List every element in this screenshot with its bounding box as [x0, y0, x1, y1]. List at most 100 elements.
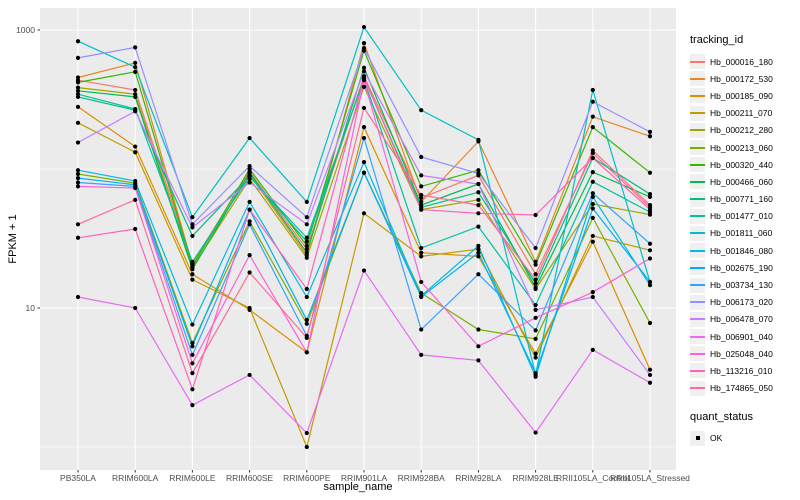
x-tick-label: RRII105LA_Control [556, 473, 630, 483]
data-point [361, 268, 367, 273]
data-point [476, 358, 481, 363]
series-color-line [690, 266, 705, 269]
data-point [133, 94, 138, 100]
data-point [647, 279, 653, 285]
data-point [190, 277, 195, 282]
data-point [419, 290, 424, 296]
data-point [190, 259, 195, 264]
data-point [190, 215, 195, 220]
data-point [476, 211, 481, 216]
y-tick-label: 1000 [16, 25, 35, 35]
legend-item-ok: OK [690, 430, 798, 447]
data-point [476, 197, 481, 202]
legend-item-Hb_174865_050: Hb_174865_050 [690, 380, 798, 397]
data-point [361, 65, 367, 70]
data-point [247, 180, 252, 185]
legend-item-Hb_000172_530: Hb_000172_530 [690, 70, 798, 87]
data-point [361, 125, 367, 130]
x-tick-label: RRIM600LE [169, 473, 216, 483]
data-point [190, 222, 195, 227]
legend-item-Hb_113216_010: Hb_113216_010 [690, 362, 798, 379]
data-point [419, 173, 424, 178]
data-point [419, 327, 424, 332]
data-point [533, 262, 538, 267]
data-point [647, 283, 653, 288]
legend-item-Hb_025048_040: Hb_025048_040 [690, 345, 798, 362]
x-tick-label: RRIM901LA [341, 473, 388, 483]
data-point [533, 351, 538, 356]
data-point [304, 335, 309, 340]
x-axis-title: sample_name [323, 481, 393, 493]
data-point [647, 372, 653, 378]
x-tick-label: RRIM928LE [512, 473, 559, 483]
data-point [533, 430, 538, 435]
data-point [304, 250, 309, 255]
data-point [647, 248, 653, 253]
color-swatch [690, 88, 705, 104]
data-point [476, 272, 481, 277]
data-point [590, 191, 595, 196]
data-point [533, 272, 538, 277]
data-point [590, 201, 595, 207]
data-point [361, 46, 367, 51]
series-color-line [690, 249, 705, 252]
legend-title-tracking-id: tracking_id [690, 34, 744, 46]
data-point [419, 108, 424, 113]
data-point [75, 140, 81, 145]
data-point [647, 241, 653, 246]
data-point [133, 305, 138, 311]
data-point [247, 270, 252, 275]
legend-item-Hb_000466_060: Hb_000466_060 [690, 173, 798, 190]
data-point [75, 222, 81, 227]
data-point [304, 430, 309, 436]
legend-item-Hb_000211_070: Hb_000211_070 [690, 105, 798, 122]
data-point [476, 243, 481, 248]
legend-item-Hb_002675_190: Hb_002675_190 [690, 259, 798, 276]
legend-item-Hb_000016_180: Hb_000016_180 [690, 53, 798, 70]
data-point [304, 294, 309, 300]
data-point [419, 245, 424, 251]
y-tick-label: 10 [26, 303, 36, 313]
x-tick-label: RRII105LA_Stressed [610, 473, 690, 483]
series-color-line [690, 77, 705, 80]
data-point [190, 371, 195, 376]
data-point [247, 305, 252, 311]
point-swatch [690, 430, 705, 446]
data-point [304, 215, 309, 220]
data-point [533, 302, 538, 308]
data-point [419, 279, 424, 285]
legend-item-Hb_000212_280: Hb_000212_280 [690, 122, 798, 139]
data-point [361, 76, 367, 81]
data-point [590, 194, 595, 199]
color-swatch [690, 277, 705, 293]
data-point [533, 245, 538, 251]
data-point [476, 202, 481, 208]
data-point [133, 144, 138, 149]
y-axis-title: FPKM + 1 [7, 214, 19, 264]
data-point [419, 199, 424, 204]
series-color-line [690, 60, 705, 63]
data-point [304, 243, 309, 248]
data-point [75, 92, 81, 97]
data-point [476, 344, 481, 349]
data-point [133, 65, 138, 70]
data-point [361, 160, 367, 165]
data-point [476, 254, 481, 259]
series-color-line [690, 215, 705, 218]
series-color-line [690, 232, 705, 235]
data-point [533, 212, 538, 218]
data-point [75, 55, 81, 60]
series-color-line [690, 369, 705, 372]
data-point [419, 254, 424, 259]
data-point [247, 166, 252, 172]
series-color-line [690, 112, 705, 115]
data-point [133, 185, 138, 191]
data-point [75, 75, 81, 80]
data-point [133, 109, 138, 114]
color-swatch [690, 260, 705, 276]
legend-item-label: Hb_002675_190 [710, 262, 773, 273]
data-point [75, 104, 81, 109]
data-point [247, 199, 252, 204]
data-point [190, 361, 195, 366]
